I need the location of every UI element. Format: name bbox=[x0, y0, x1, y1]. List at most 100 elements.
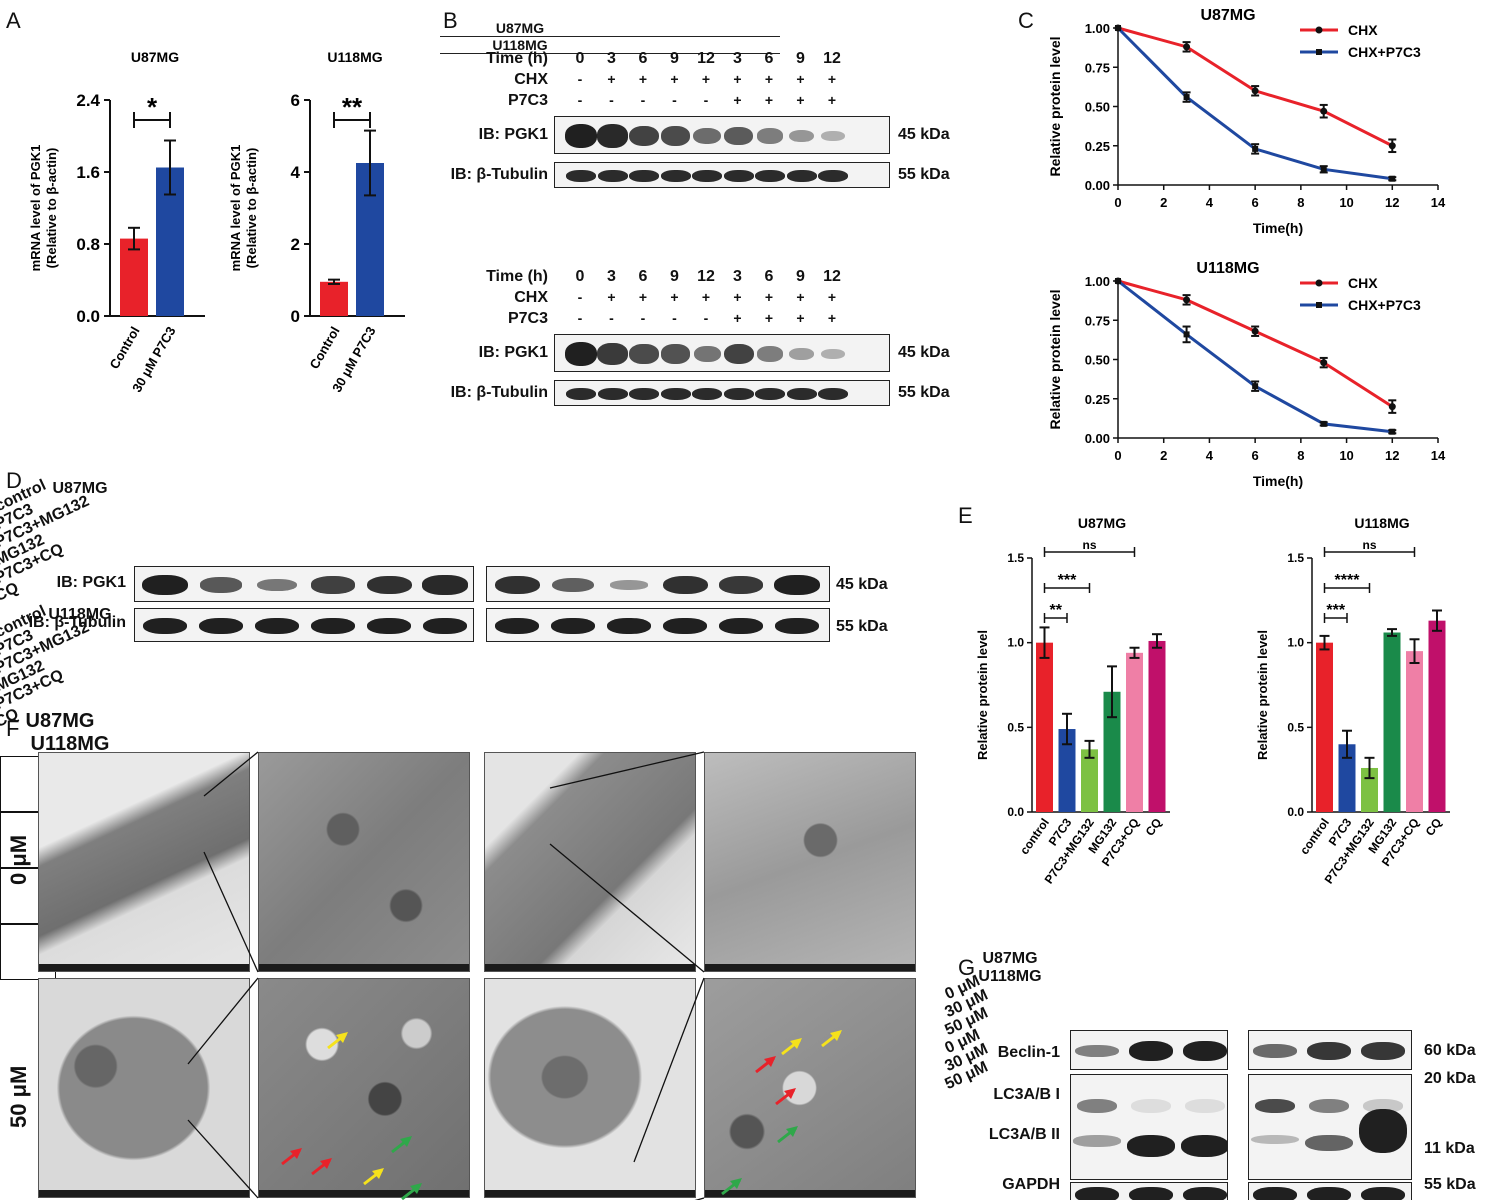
em-arrowhead-8 bbox=[764, 1056, 776, 1067]
panel-b-p7c3-0-4: - bbox=[703, 92, 709, 108]
scale-bar bbox=[705, 1190, 915, 1197]
panel-b-band-pgk1-0-8 bbox=[821, 130, 845, 142]
panel-c-legend-marker-0-0 bbox=[1315, 26, 1323, 34]
panel-d-band-pgk1-0-1 bbox=[199, 577, 243, 593]
panel-a-ylabel2-0: (Relative to β-actin) bbox=[44, 148, 59, 269]
panel-a-bar-0-0 bbox=[120, 238, 148, 316]
panel-g-title-u118: U118MG bbox=[978, 968, 1042, 985]
panel-b-title-0: U87MG bbox=[495, 20, 545, 36]
scale-bar bbox=[485, 1190, 695, 1197]
panel-b-time-0-8: 12 bbox=[823, 50, 841, 67]
panel-b-band-tubulin-0-1 bbox=[597, 170, 628, 182]
panel-g-band-gapdh-1-1 bbox=[1307, 1187, 1351, 1200]
panel-e-ytick-label-0-1: 0.5 bbox=[1007, 720, 1024, 734]
panel-b-topline-0 bbox=[440, 36, 780, 37]
panel-b-chx-1-8: + bbox=[827, 289, 837, 305]
panel-g-band-beclin-0-2 bbox=[1183, 1041, 1227, 1061]
panel-c-xtick-label-1-2: 4 bbox=[1206, 448, 1214, 463]
panel-b-kda55-0: 55 kDa bbox=[898, 166, 950, 183]
panel-e-xlabel-0-0: control bbox=[1017, 816, 1052, 857]
panel-g-band-gapdh-1-2 bbox=[1361, 1187, 1405, 1200]
panel-g-band-beclin-0-1 bbox=[1129, 1041, 1173, 1061]
panel-b-kda45-0: 45 kDa bbox=[898, 126, 950, 143]
panel-c-xtick-label-1-7: 14 bbox=[1431, 448, 1446, 463]
panel-g-band-beclin-1-0 bbox=[1253, 1044, 1297, 1058]
panel-b-band-pgk1-1-2 bbox=[629, 344, 659, 364]
panel-b-chx-1-1: + bbox=[607, 289, 616, 305]
panel-e-bar-1-4 bbox=[1406, 651, 1423, 812]
panel-b-chx-1-5: + bbox=[733, 289, 742, 305]
panel-f-zoom-lines bbox=[187, 751, 842, 1200]
panel-d-band-tubulin-0-2 bbox=[255, 618, 299, 634]
panel-b-band-tubulin-0-5 bbox=[723, 170, 754, 182]
panel-g-western-blot: U87MG U118MG 0 μM 30 μM 50 μM 0 μM 30 μM 50 μM B… bbox=[942, 950, 1488, 1200]
panel-c-point-0-0-4 bbox=[1388, 142, 1396, 150]
panel-b-time-label-0: Time (h) bbox=[486, 50, 548, 67]
zoom-line-5 bbox=[187, 1119, 259, 1199]
panel-c-xtick-label-1-6: 12 bbox=[1385, 448, 1399, 463]
panel-e-bar-0-3 bbox=[1103, 691, 1121, 812]
panel-e-ytick-label-1-0: 0.0 bbox=[1287, 805, 1304, 819]
panel-g-band-lc3ii-1-2 bbox=[1359, 1109, 1407, 1153]
panel-b-p7c3-0-5: + bbox=[733, 92, 742, 108]
scale-bar bbox=[485, 964, 695, 971]
panel-c-point-0-1-4 bbox=[1389, 175, 1396, 182]
panel-c-xtick-label-0-6: 12 bbox=[1385, 195, 1399, 210]
panel-b-band-tubulin-0-6 bbox=[755, 170, 785, 182]
panel-c-ylabel-1: Relative protein level bbox=[1047, 289, 1063, 429]
panel-b-p7c3-label-0: P7C3 bbox=[507, 92, 548, 109]
panel-b-band-pgk1-0-6 bbox=[756, 128, 784, 144]
zoom-line-1 bbox=[203, 851, 259, 973]
panel-a-ytick-label-0-2: 1.6 bbox=[76, 163, 100, 182]
panel-e-sig-1-1: **** bbox=[1335, 572, 1361, 589]
panel-b-ib-tubulin-0: IB: β-Tubulin bbox=[450, 166, 548, 183]
panel-b-band-tubulin-1-0 bbox=[566, 388, 596, 400]
em-u118-0-high bbox=[704, 752, 916, 972]
panel-label-b: B bbox=[443, 8, 458, 33]
panel-g-band-lc3ii-0-0 bbox=[1073, 1135, 1121, 1147]
panel-b-time-1-6: 6 bbox=[764, 268, 774, 285]
panel-b-chx-0-8: + bbox=[827, 71, 837, 87]
panel-g-beclin-label: Beclin-1 bbox=[997, 1044, 1060, 1061]
panel-d-band-tubulin-0-4 bbox=[367, 618, 411, 634]
panel-g-kda20: 20 kDa bbox=[1424, 1070, 1476, 1087]
panel-b-p7c3-0-3: - bbox=[672, 92, 677, 108]
panel-b-chx-1-3: + bbox=[670, 289, 679, 305]
panel-e-sig-0-1: *** bbox=[1058, 572, 1077, 589]
panel-g-band-lc3ii-1-0 bbox=[1251, 1135, 1299, 1145]
panel-b-band-pgk1-0-2 bbox=[629, 125, 659, 147]
panel-c-ytick-label-0-4: 1.00 bbox=[1085, 21, 1110, 36]
panel-d-band-tubulin-0-3 bbox=[311, 618, 355, 634]
panel-b-band-tubulin-0-8 bbox=[818, 170, 848, 182]
panel-c-xtick-label-1-0: 0 bbox=[1114, 448, 1121, 463]
panel-e-xlabel-0-5: CQ bbox=[1143, 816, 1165, 839]
em-arrowhead-4 bbox=[400, 1136, 412, 1147]
panel-g-band-lc3ii-0-1 bbox=[1127, 1135, 1175, 1157]
panel-c-chart: U87MG 0.00 0.25 0.50 0.75 1.00 0 2 4 6 8 10 12 14 Time… bbox=[1047, 7, 1446, 489]
panel-c-xtick-label-1-4: 8 bbox=[1297, 448, 1304, 463]
panel-b-chx-1-0: - bbox=[577, 289, 583, 305]
panel-d-blot-pgk1-0 bbox=[134, 566, 474, 602]
panel-c-point-1-1-2 bbox=[1252, 383, 1259, 390]
panel-b-band-tubulin-0-2 bbox=[629, 170, 659, 182]
panel-label-a: A bbox=[6, 8, 21, 33]
em-arrowhead-1 bbox=[290, 1148, 302, 1159]
panel-d-band-tubulin-0-5 bbox=[423, 618, 467, 634]
panel-d-band-pgk1-1-2 bbox=[609, 580, 649, 590]
panel-g-band-beclin-1-1 bbox=[1307, 1041, 1351, 1061]
panel-e-bar-0-4 bbox=[1126, 652, 1143, 812]
em-u87-0-high bbox=[258, 752, 470, 972]
panel-b-kda55-1: 55 kDa bbox=[898, 384, 950, 401]
panel-b-time-0-2: 6 bbox=[638, 50, 648, 67]
panel-b-chx-0-4: + bbox=[701, 71, 711, 87]
panel-b-band-tubulin-1-5 bbox=[723, 388, 754, 400]
panel-c-point-0-0-2 bbox=[1251, 87, 1259, 95]
panel-f-title-u87: U87MG bbox=[25, 710, 95, 732]
panel-e-sig-0-2: ns bbox=[1082, 538, 1096, 552]
panel-c-legend-marker-1-0 bbox=[1315, 279, 1323, 287]
em-arrowhead-10 bbox=[786, 1126, 798, 1137]
panel-c-xtick-label-1-1: 2 bbox=[1160, 448, 1167, 463]
panel-b-chx-1-4: + bbox=[701, 289, 711, 305]
panel-e-sig-1-0: *** bbox=[1326, 602, 1345, 619]
panel-b-band-pgk1-1-5 bbox=[723, 343, 754, 365]
